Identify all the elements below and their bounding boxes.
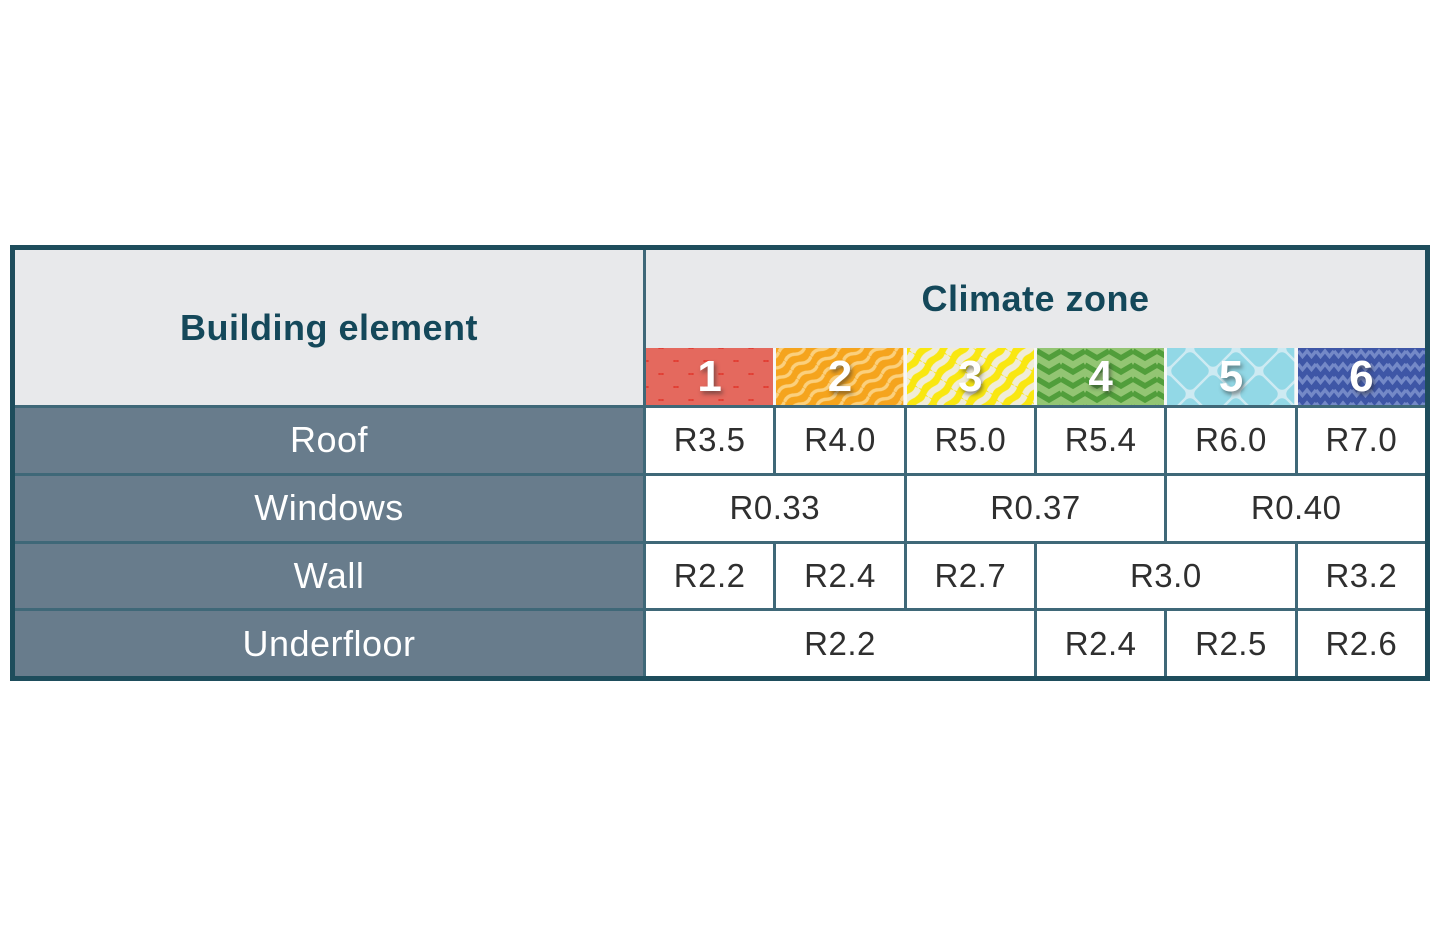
row-label-underfloor: Underfloor [15, 611, 643, 676]
zone-2-header: 2 [776, 348, 904, 405]
wall-zone-6-value: R3.2 [1297, 543, 1425, 609]
underfloor-zone-6-value: R2.6 [1297, 611, 1425, 676]
zone-1-label: 1 [697, 351, 722, 401]
zone-3-label: 3 [958, 351, 983, 401]
zone-2-label: 2 [827, 351, 853, 401]
wall-zones-4-5-value: R3.0 [1037, 543, 1295, 609]
green-herringbone-pattern [1036, 348, 1165, 405]
red-polka-dots-pattern [646, 348, 774, 405]
orange-waves-pattern [776, 348, 904, 405]
blue-zigzag-pattern [1297, 348, 1425, 405]
blue-diamonds-pattern [1167, 348, 1295, 405]
zone-5-label: 5 [1218, 351, 1244, 401]
table-body: Roof R3.5 R4.0 R5.0 R5.4 R6.0 R7.0 Windo… [15, 405, 1425, 676]
row-label-roof: Roof [15, 408, 643, 473]
climate-zone-header-block: Climate zone 1 [646, 250, 1425, 405]
roof-zone-5-value: R6.0 [1167, 408, 1295, 473]
row-label-wall: Wall [15, 543, 643, 609]
roof-zone-1-value: R3.5 [646, 408, 774, 473]
zone-1-header: 1 [646, 348, 774, 405]
windows-zones-3-4-value: R0.37 [906, 475, 1165, 541]
table-header-row: Building element Climate zone [15, 250, 1425, 405]
underfloor-zone-4-value: R2.4 [1037, 611, 1165, 676]
underfloor-zones-1-3-value: R2.2 [646, 611, 1034, 676]
climate-zone-header: Climate zone [921, 278, 1150, 319]
zone-4-label: 4 [1088, 351, 1113, 401]
wall-zone-1-value: R2.2 [646, 543, 774, 609]
zone-3-header: 3 [906, 348, 1034, 405]
zone-4-header: 4 [1036, 348, 1165, 405]
roof-zone-4-value: R5.4 [1037, 408, 1165, 473]
wall-zone-3-value: R2.7 [906, 543, 1034, 609]
insulation-rvalue-table: Building element Climate zone [10, 245, 1430, 681]
zone-6-header: 6 [1297, 348, 1425, 405]
roof-zone-3-value: R5.0 [906, 408, 1034, 473]
row-label-windows: Windows [15, 475, 643, 541]
windows-zones-5-6-value: R0.40 [1167, 475, 1425, 541]
zone-6-label: 6 [1349, 351, 1374, 401]
building-element-header: Building element [15, 250, 643, 405]
windows-zones-1-2-value: R0.33 [646, 475, 904, 541]
underfloor-zone-5-value: R2.5 [1167, 611, 1295, 676]
zone-5-header: 5 [1167, 348, 1295, 405]
roof-zone-6-value: R7.0 [1297, 408, 1425, 473]
climate-zone-strip: 1 2 [646, 348, 1425, 405]
wall-zone-2-value: R2.4 [776, 543, 904, 609]
roof-zone-2-value: R4.0 [776, 408, 904, 473]
yellow-stripes-pattern [906, 348, 1034, 405]
